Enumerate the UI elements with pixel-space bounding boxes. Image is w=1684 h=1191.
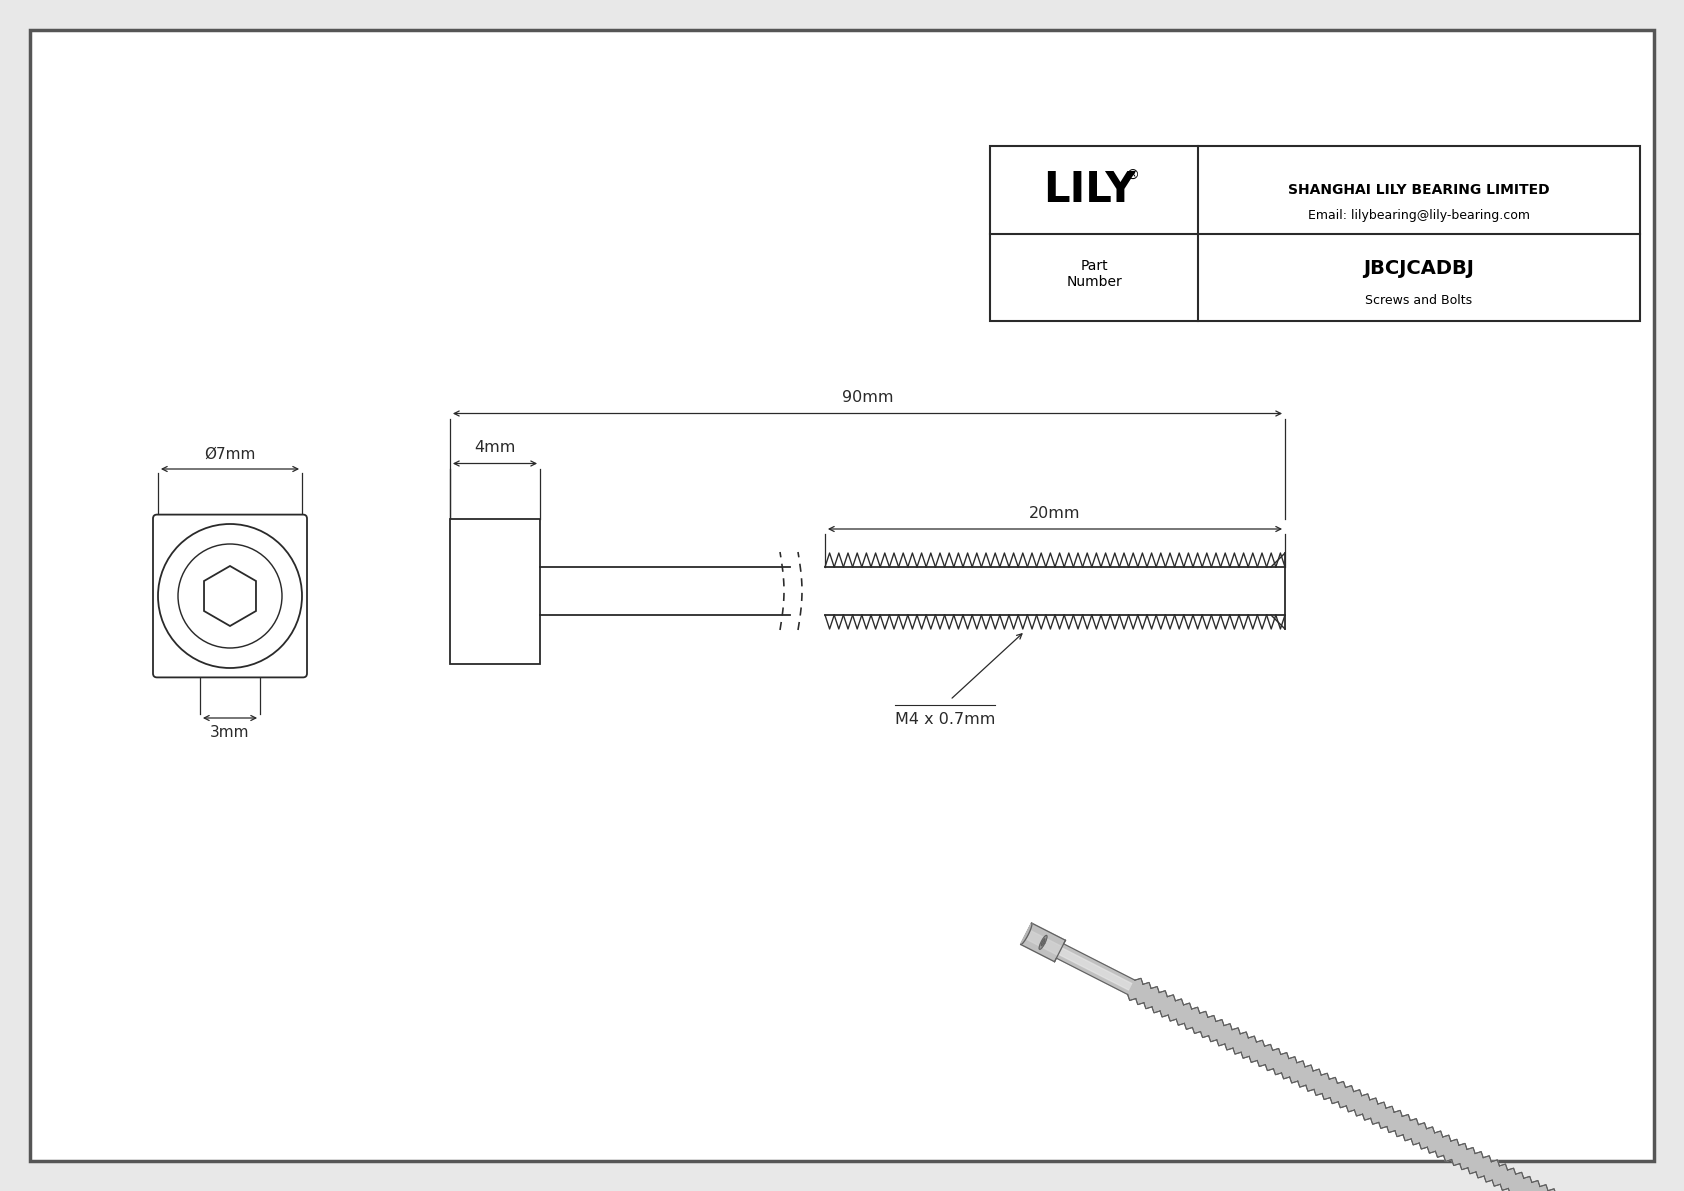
- Text: 20mm: 20mm: [1029, 506, 1081, 520]
- Text: Screws and Bolts: Screws and Bolts: [1366, 293, 1472, 306]
- Text: Part
Number: Part Number: [1066, 258, 1122, 289]
- FancyBboxPatch shape: [153, 515, 306, 678]
- Polygon shape: [1056, 944, 1135, 994]
- Text: JBCJCADBJ: JBCJCADBJ: [1364, 258, 1475, 278]
- Text: Ø7mm: Ø7mm: [204, 447, 256, 462]
- Polygon shape: [1128, 978, 1580, 1191]
- Bar: [450, 518, 541, 663]
- Text: 4mm: 4mm: [475, 441, 515, 455]
- Text: SHANGHAI LILY BEARING LIMITED: SHANGHAI LILY BEARING LIMITED: [1288, 182, 1549, 197]
- Polygon shape: [1021, 923, 1032, 944]
- Polygon shape: [1024, 929, 1063, 955]
- Text: LILY: LILY: [1042, 169, 1135, 211]
- Text: 90mm: 90mm: [842, 391, 893, 405]
- Polygon shape: [1039, 935, 1047, 949]
- Text: Email: lilybearing@lily-bearing.com: Email: lilybearing@lily-bearing.com: [1308, 210, 1531, 223]
- Polygon shape: [1041, 939, 1044, 946]
- Text: 3mm: 3mm: [210, 725, 249, 740]
- Bar: [990, 146, 1640, 322]
- Text: ®: ®: [1125, 169, 1138, 182]
- Polygon shape: [1058, 948, 1133, 991]
- Polygon shape: [1021, 923, 1066, 961]
- Text: M4 x 0.7mm: M4 x 0.7mm: [894, 712, 995, 727]
